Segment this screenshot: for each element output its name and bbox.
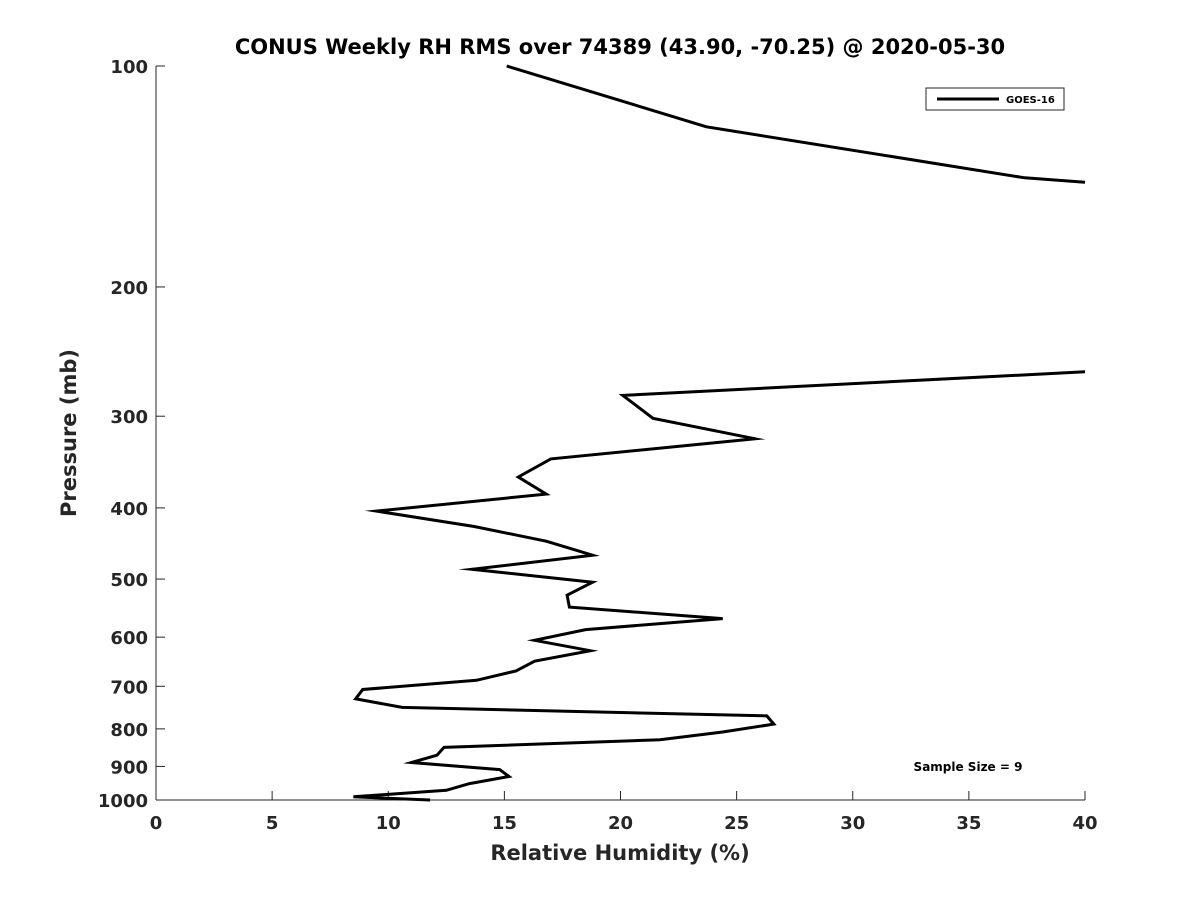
x-tick-label: 40 (1072, 813, 1097, 834)
series-line-goes-16-segment-1 (506, 64, 1086, 184)
y-tick-label: 500 (110, 570, 148, 591)
series-line-goes-16-segment-2 (353, 370, 1086, 802)
sample-size-annotation: Sample Size = 9 (914, 760, 1023, 774)
x-tick-label: 25 (724, 813, 749, 834)
x-tick-label: 15 (492, 813, 517, 834)
y-tick-label: 1000 (98, 791, 148, 812)
y-axis-label: Pressure (mb) (57, 349, 81, 517)
y-ticks: 100 200 300 400 500 600 700 800 900 1000 (98, 57, 165, 812)
y-tick-label: 400 (110, 499, 148, 520)
x-tick-label: 30 (840, 813, 865, 834)
x-tick-label: 35 (956, 813, 981, 834)
y-tick-label: 700 (110, 677, 148, 698)
x-tick-label: 0 (150, 813, 163, 834)
legend-entry-goes-16: GOES-16 (1006, 95, 1055, 106)
x-tick-label: 10 (376, 813, 401, 834)
chart-title: CONUS Weekly RH RMS over 74389 (43.90, -… (235, 35, 1005, 59)
x-tick-label: 5 (266, 813, 279, 834)
x-ticks: 0 5 10 15 20 25 30 35 40 (150, 791, 1098, 834)
y-tick-label: 800 (110, 720, 148, 741)
x-tick-label: 20 (608, 813, 633, 834)
y-tick-label: 600 (110, 628, 148, 649)
series-layer (353, 64, 1086, 802)
y-tick-label: 900 (110, 757, 148, 778)
x-axis-label: Relative Humidity (%) (490, 841, 749, 865)
legend: GOES-16 (925, 87, 1065, 111)
y-tick-label: 200 (110, 278, 148, 299)
y-tick-label: 100 (110, 57, 148, 78)
y-tick-label: 300 (110, 407, 148, 428)
